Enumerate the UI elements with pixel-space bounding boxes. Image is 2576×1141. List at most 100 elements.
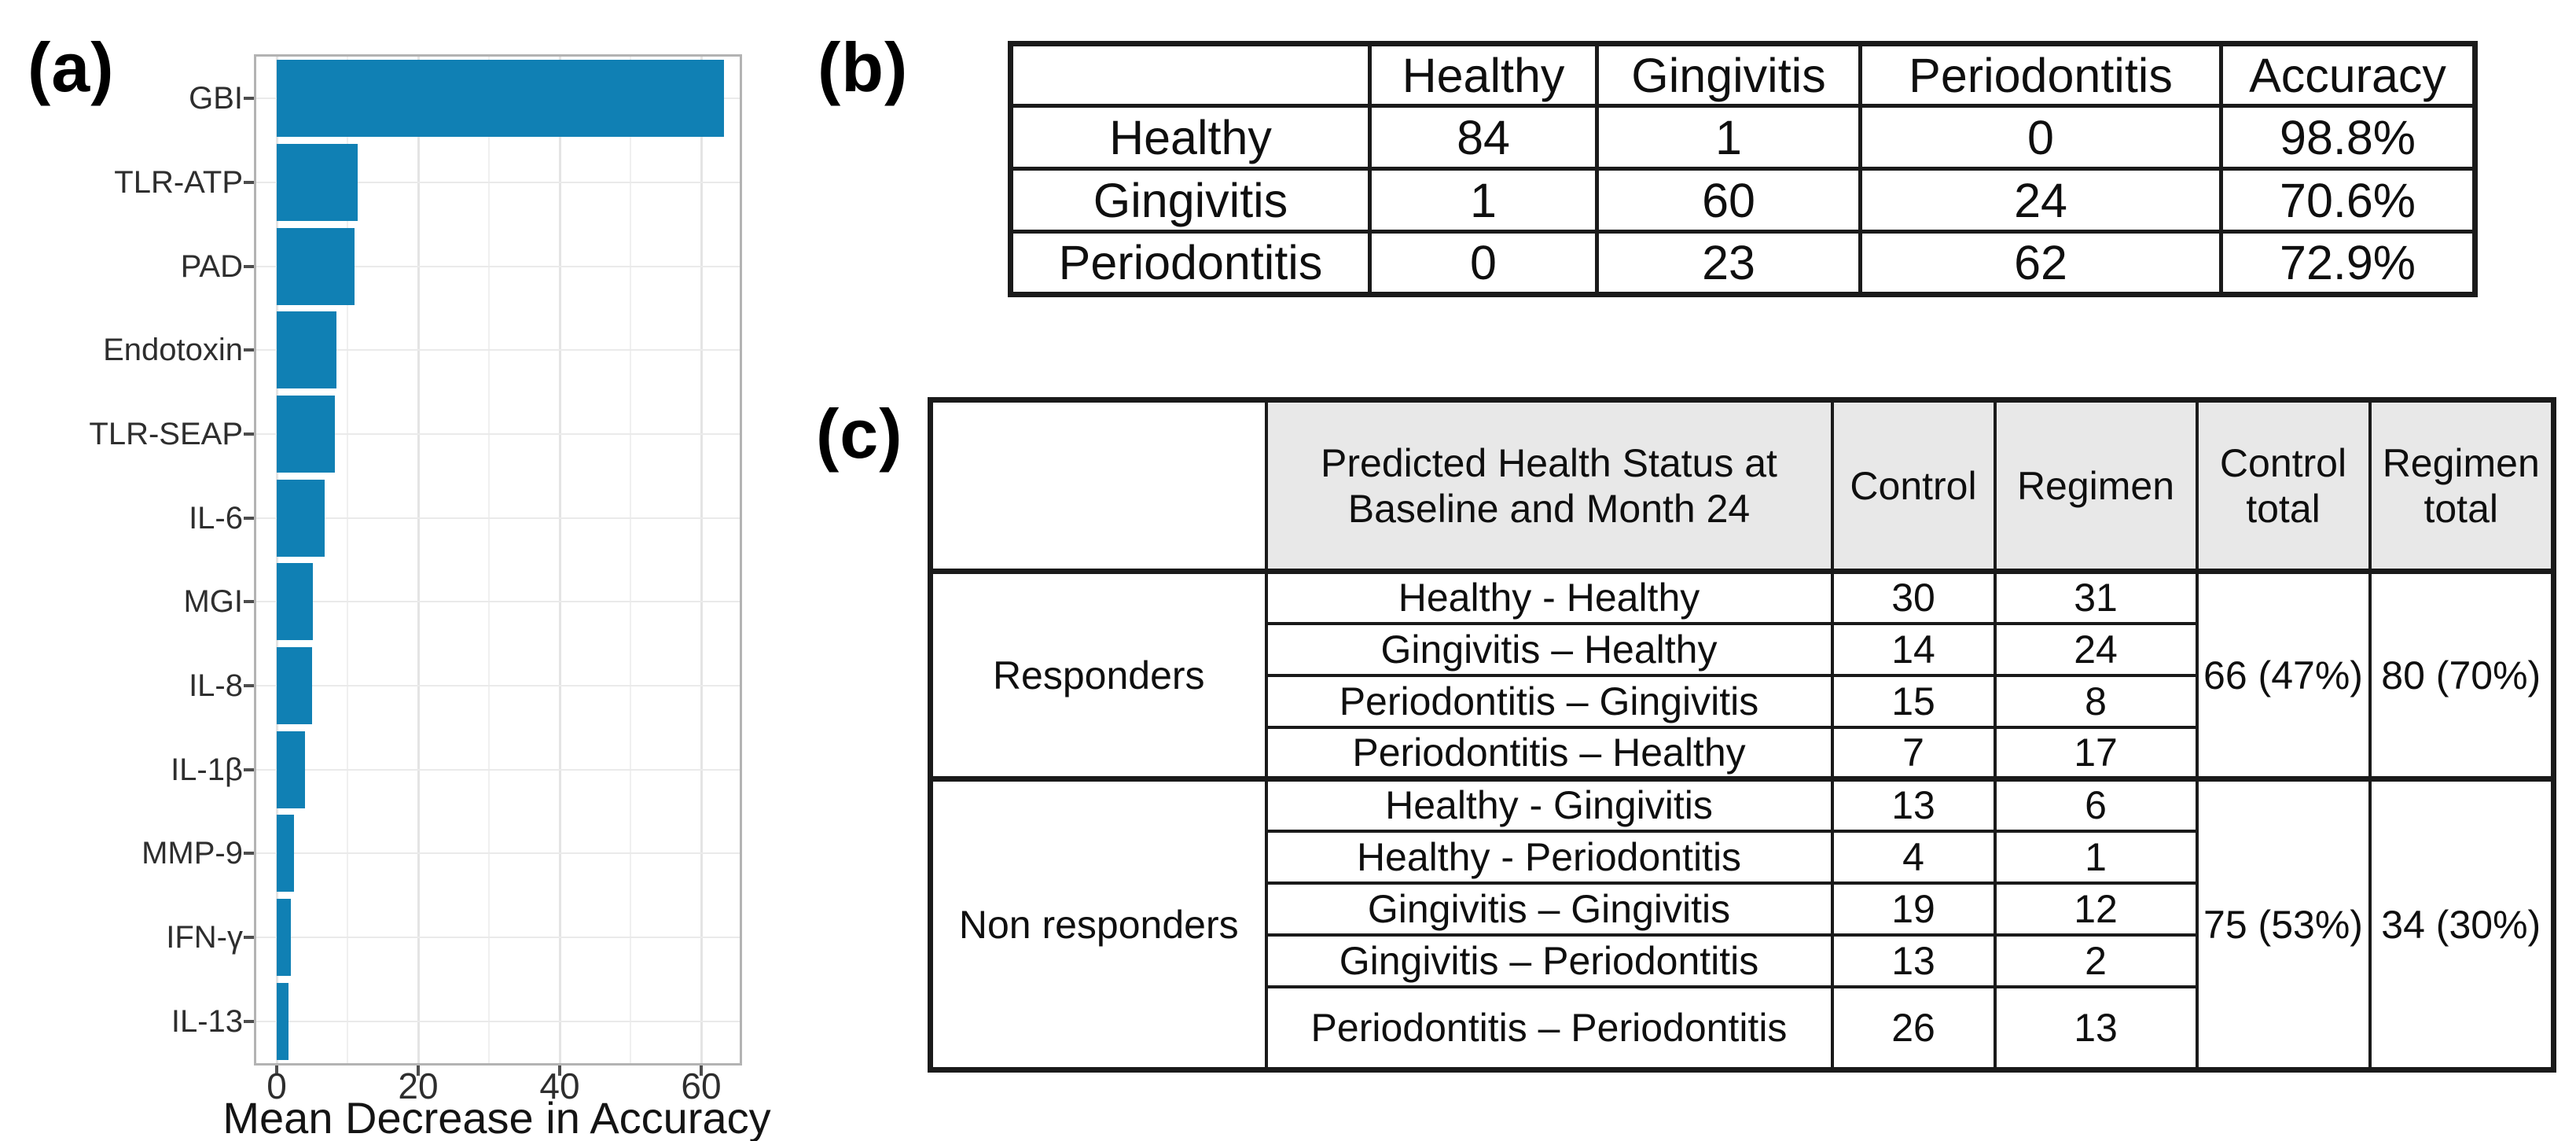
- minor-gridline: [347, 57, 348, 1063]
- x-tick-mark: [417, 1066, 420, 1076]
- figure-label-a: (a): [28, 28, 115, 106]
- y-tick-mark: [244, 936, 254, 939]
- category-gridline: [256, 768, 740, 771]
- y-tick-mark: [244, 348, 254, 352]
- bar-IL-8: [277, 647, 312, 724]
- status-transition-cell: Periodontitis – Periodontitis: [1264, 985, 1834, 1072]
- category-gridline: [256, 182, 740, 183]
- count-cell: 8: [1993, 673, 2199, 729]
- category-gridline: [256, 517, 740, 519]
- x-tick-label: 60: [681, 1066, 722, 1106]
- outcome-header-cell: Regimen total: [2368, 398, 2556, 574]
- control-total-cell: 75 (53%): [2195, 776, 2372, 1072]
- category-gridline: [256, 265, 740, 267]
- count-cell: 17: [1993, 725, 2199, 781]
- status-transition-cell: Periodontitis – Gingivitis: [1264, 673, 1834, 729]
- count-cell: 1: [1993, 829, 2199, 885]
- x-tick-label: 0: [266, 1066, 287, 1106]
- longitudinal-outcome-table: Predicted Health Status at Baseline and …: [928, 397, 2556, 1073]
- confusion-cell: 24: [1858, 167, 2223, 234]
- figure-label-c: (c): [816, 395, 903, 473]
- count-cell: 7: [1830, 725, 1997, 781]
- count-cell: 30: [1830, 569, 1997, 625]
- confusion-cell: 72.9%: [2219, 230, 2477, 296]
- status-transition-cell: Gingivitis – Gingivitis: [1264, 881, 1834, 937]
- count-cell: 19: [1830, 881, 1997, 937]
- category-gridline: [256, 601, 740, 603]
- y-axis-label: IL-13: [171, 1003, 243, 1039]
- minor-gridline: [630, 57, 631, 1063]
- y-axis-label: IL-8: [189, 668, 243, 703]
- x-tick-label: 40: [539, 1066, 580, 1106]
- x-tick-mark: [275, 1066, 278, 1076]
- y-axis-label: MMP-9: [141, 836, 243, 871]
- bar-GBI: [277, 60, 724, 138]
- y-tick-mark: [244, 432, 254, 436]
- status-transition-cell: Gingivitis – Healthy: [1264, 621, 1834, 677]
- confusion-header-cell: Gingivitis: [1595, 42, 1862, 108]
- regimen-total-cell: 80 (70%): [2368, 569, 2556, 781]
- bar-TLR-SEAP: [277, 396, 335, 473]
- major-gridline: [276, 57, 278, 1063]
- y-axis-label: TLR-ATP: [114, 165, 243, 200]
- count-cell: 6: [1993, 776, 2199, 833]
- bar-MMP-9: [277, 815, 294, 893]
- category-gridline: [256, 685, 740, 686]
- major-gridline: [700, 57, 703, 1063]
- category-gridline: [256, 1020, 740, 1022]
- count-cell: 26: [1830, 985, 1997, 1072]
- count-cell: 15: [1830, 673, 1997, 729]
- count-cell: 13: [1993, 985, 2199, 1072]
- y-tick-mark: [244, 852, 254, 856]
- confusion-cell: 0: [1858, 104, 2223, 171]
- status-transition-cell: Periodontitis – Healthy: [1264, 725, 1834, 781]
- outcome-header-cell: Control: [1830, 398, 1997, 574]
- count-cell: 2: [1993, 933, 2199, 988]
- status-transition-cell: Healthy - Periodontitis: [1264, 829, 1834, 885]
- confusion-cell: 98.8%: [2219, 104, 2477, 171]
- category-gridline: [256, 852, 740, 855]
- y-axis-label: GBI: [189, 81, 243, 116]
- y-tick-mark: [244, 97, 254, 101]
- category-gridline: [256, 433, 740, 435]
- status-transition-cell: Healthy - Gingivitis: [1264, 776, 1834, 833]
- status-transition-cell: Gingivitis – Periodontitis: [1264, 933, 1834, 988]
- confusion-header-cell: Accuracy: [2219, 42, 2477, 108]
- y-axis-label: IL-6: [189, 500, 243, 536]
- count-cell: 13: [1830, 776, 1997, 833]
- confusion-cell: 1: [1368, 167, 1599, 234]
- y-axis-label: MGI: [183, 584, 243, 620]
- bar-TLR-ATP: [277, 144, 358, 221]
- y-tick-mark: [244, 684, 254, 687]
- outcome-header-cell: [928, 398, 1268, 574]
- y-tick-mark: [244, 516, 254, 520]
- category-gridline: [256, 349, 740, 352]
- confusion-cell: 62: [1858, 230, 2223, 296]
- y-axis-label: PAD: [180, 248, 243, 284]
- confusion-cell: 60: [1595, 167, 1862, 234]
- group-label-cell: Non responders: [928, 776, 1268, 1072]
- y-axis-label: IFN-γ: [166, 920, 243, 955]
- count-cell: 13: [1830, 933, 1997, 988]
- outcome-header-cell: Control total: [2195, 398, 2372, 574]
- x-tick-mark: [558, 1066, 561, 1076]
- y-tick-mark: [244, 767, 254, 771]
- confusion-matrix-table: Healthy Gingivitis Periodontitis Accuracy He…: [1008, 41, 2478, 297]
- bar-PAD: [277, 227, 355, 305]
- bar-IL-13: [277, 982, 289, 1060]
- major-gridline: [559, 57, 561, 1063]
- group-label-cell: Responders: [928, 569, 1268, 781]
- confusion-header-cell: Periodontitis: [1858, 42, 2223, 108]
- bar-IFN-γ: [277, 899, 291, 976]
- bar-MGI: [277, 563, 313, 641]
- major-gridline: [417, 57, 420, 1063]
- count-cell: 31: [1993, 569, 2199, 625]
- x-tick-label: 20: [398, 1066, 439, 1106]
- category-gridline: [256, 937, 740, 938]
- control-total-cell: 66 (47%): [2195, 569, 2372, 781]
- chart-x-axis-title: Mean Decrease in Accuracy: [222, 1093, 771, 1141]
- minor-gridline: [488, 57, 490, 1063]
- bar-Endotoxin: [277, 311, 336, 389]
- y-tick-mark: [244, 264, 254, 268]
